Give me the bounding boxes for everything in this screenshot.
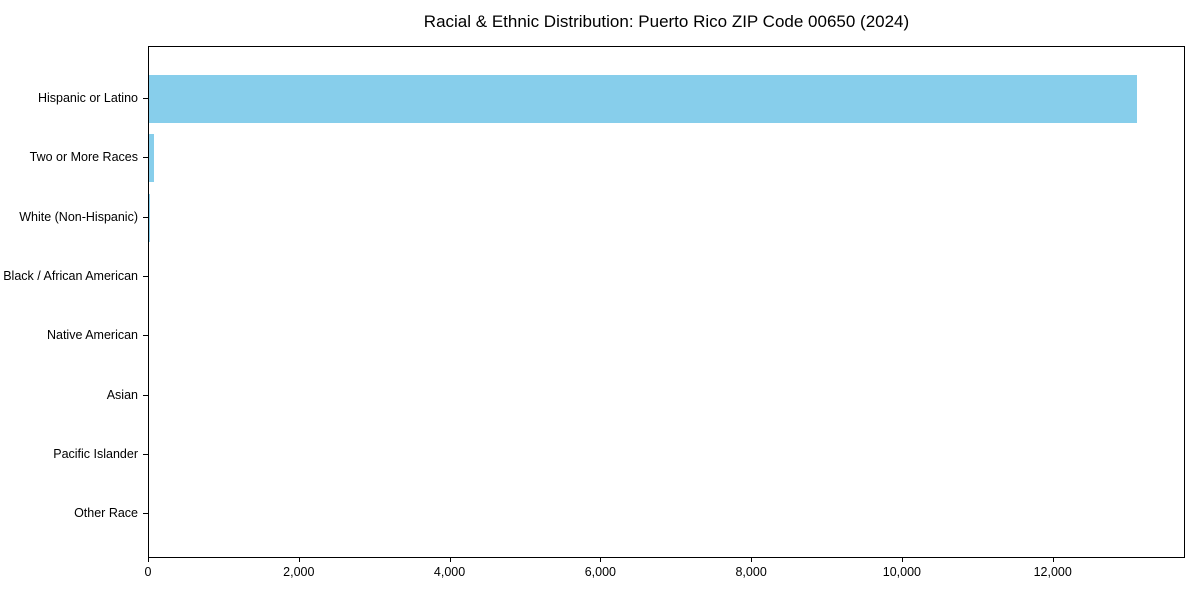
x-tick-mark	[449, 557, 451, 562]
x-tick-mark	[148, 557, 149, 562]
y-tick-mark	[143, 394, 148, 396]
y-tick-label-other-race: Other Race	[74, 506, 138, 521]
y-tick-mark	[143, 513, 148, 515]
y-tick-mark	[143, 275, 148, 277]
x-tick-label-12000: 12,000	[1033, 565, 1072, 579]
bar-two-or-more-races	[149, 134, 154, 183]
x-tick-label-0: 0	[144, 565, 152, 579]
x-tick-mark	[600, 557, 602, 562]
x-tick-label-8000: 8,000	[735, 565, 767, 579]
y-tick-mark	[143, 157, 148, 159]
y-tick-mark	[143, 98, 148, 99]
y-tick-mark	[143, 216, 148, 218]
bar-hispanic-or-latino	[149, 75, 1137, 123]
bar-white-non-hispanic	[149, 193, 150, 242]
x-tick-label-4000: 4,000	[433, 565, 466, 579]
chart-title: Racial & Ethnic Distribution: Puerto Ric…	[423, 12, 910, 31]
y-tick-label-hispanic-or-latino: Hispanic or Latino	[37, 91, 138, 105]
y-tick-mark	[143, 335, 148, 337]
x-tick-label-10000: 10,000	[882, 565, 922, 579]
x-tick-label-2000: 2,000	[283, 565, 315, 579]
y-tick-label-white-non-hispanic: White (Non-Hispanic)	[19, 209, 138, 224]
y-tick-label-black-african-american: Black / African American	[3, 268, 138, 283]
x-tick-mark	[1052, 557, 1054, 562]
y-tick-label-two-or-more-races: Two or More Races	[29, 150, 138, 165]
y-tick-label-native-american: Native American	[46, 328, 138, 343]
x-tick-label-6000: 6,000	[584, 565, 616, 579]
x-tick-mark	[298, 557, 300, 562]
y-tick-label-pacific-islander: Pacific Islander	[53, 446, 138, 461]
plot-area	[148, 46, 1185, 558]
x-tick-mark	[901, 557, 903, 562]
x-tick-mark	[751, 557, 753, 562]
y-tick-label-asian: Asian	[106, 387, 138, 402]
y-tick-mark	[143, 453, 148, 455]
